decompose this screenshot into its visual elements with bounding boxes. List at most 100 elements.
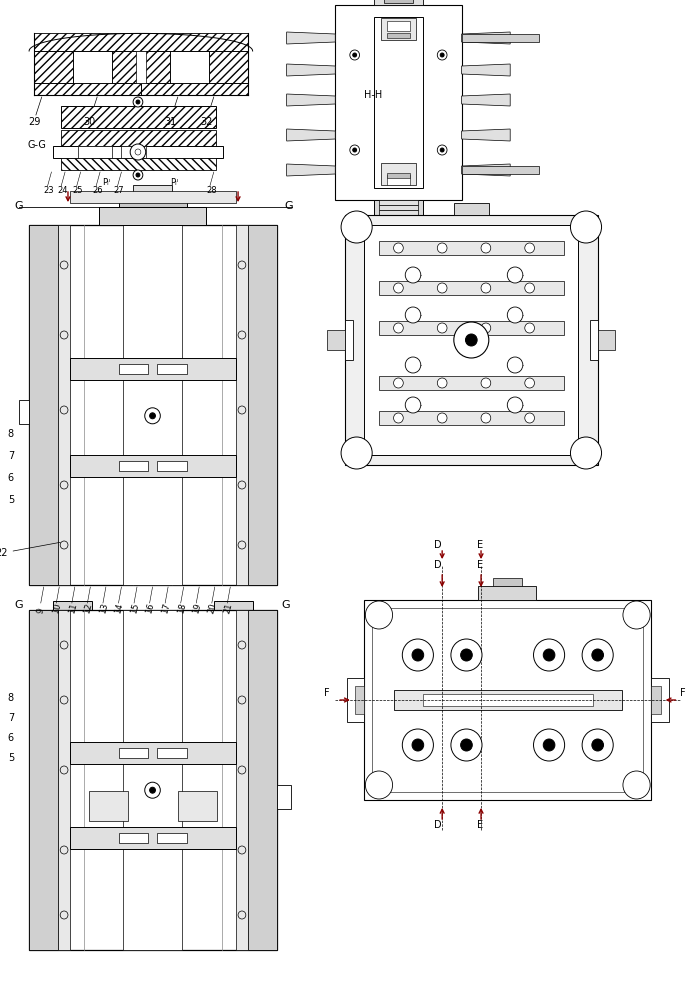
Bar (29, 610, 277, 950)
Polygon shape (286, 32, 335, 44)
Polygon shape (286, 164, 335, 176)
Circle shape (350, 145, 359, 155)
Circle shape (136, 100, 140, 104)
Circle shape (405, 307, 421, 323)
Bar (248, 225, 277, 585)
Bar (112, 51, 170, 83)
Text: 28: 28 (206, 186, 217, 195)
Text: 8: 8 (8, 693, 14, 703)
Text: 10: 10 (52, 603, 63, 615)
Bar (29, 225, 277, 585)
Bar (119, 748, 148, 758)
Circle shape (393, 243, 403, 253)
Text: F: F (324, 688, 329, 698)
Text: 16: 16 (145, 602, 156, 615)
Circle shape (437, 413, 447, 423)
Text: Pₗᴵ: Pₗᴵ (102, 178, 110, 187)
Circle shape (592, 649, 604, 661)
Circle shape (571, 437, 602, 469)
Bar (379, 411, 564, 425)
Circle shape (466, 334, 477, 346)
Circle shape (393, 283, 403, 293)
Circle shape (571, 211, 602, 243)
Circle shape (525, 243, 535, 253)
Bar (34, 83, 248, 95)
Bar (381, 163, 416, 185)
Bar (598, 330, 615, 350)
Bar (121, 146, 146, 158)
Bar (248, 610, 277, 950)
Circle shape (533, 729, 564, 761)
Bar (335, 5, 462, 200)
Bar (57, 621, 88, 633)
Text: 18: 18 (176, 602, 187, 615)
Circle shape (451, 639, 482, 671)
Bar (393, 690, 622, 710)
Bar (379, 281, 564, 295)
Circle shape (135, 149, 141, 155)
Circle shape (437, 243, 447, 253)
Bar (99, 207, 206, 225)
Text: 19: 19 (191, 603, 203, 615)
Bar (236, 610, 248, 950)
Circle shape (525, 378, 535, 388)
Circle shape (133, 170, 143, 180)
Text: 11: 11 (67, 603, 79, 615)
Bar (277, 785, 290, 809)
Bar (70, 742, 236, 764)
Bar (372, 608, 643, 792)
Bar (170, 51, 209, 83)
Bar (423, 694, 593, 706)
Bar (70, 827, 236, 849)
Circle shape (145, 408, 160, 424)
Text: 7: 7 (8, 713, 14, 723)
Circle shape (145, 782, 160, 798)
Circle shape (481, 413, 491, 423)
Circle shape (481, 283, 491, 293)
Bar (119, 195, 186, 207)
Bar (384, 0, 413, 3)
Bar (387, 173, 410, 178)
Circle shape (393, 378, 403, 388)
Text: H-H: H-H (364, 90, 383, 100)
Circle shape (437, 378, 447, 388)
Bar (236, 225, 248, 585)
Circle shape (402, 729, 433, 761)
Circle shape (507, 267, 523, 283)
Text: 15: 15 (129, 603, 141, 615)
Bar (58, 225, 70, 585)
Text: 12: 12 (83, 603, 94, 615)
Text: 22: 22 (0, 542, 61, 558)
Bar (70, 455, 236, 477)
Bar (374, 200, 423, 215)
Bar (454, 203, 489, 215)
Circle shape (525, 413, 535, 423)
Bar (124, 225, 181, 585)
Text: E: E (477, 560, 483, 570)
Circle shape (412, 739, 424, 751)
Text: 20: 20 (207, 603, 218, 615)
Circle shape (341, 437, 372, 469)
Bar (462, 34, 540, 42)
Bar (61, 106, 216, 128)
Polygon shape (462, 64, 510, 76)
Bar (379, 200, 418, 205)
Bar (157, 461, 186, 471)
Bar (374, 0, 423, 5)
Circle shape (150, 787, 155, 793)
Bar (19, 400, 29, 424)
Text: 6: 6 (8, 733, 14, 743)
Bar (157, 364, 186, 374)
Circle shape (623, 601, 650, 629)
Text: 13: 13 (98, 602, 110, 615)
Bar (379, 205, 418, 210)
Circle shape (543, 739, 555, 751)
Circle shape (623, 771, 650, 799)
Bar (70, 358, 236, 380)
Text: 14: 14 (114, 603, 125, 615)
Circle shape (525, 323, 535, 333)
Circle shape (451, 729, 482, 761)
Text: 21: 21 (222, 603, 234, 615)
Bar (53, 601, 92, 623)
Circle shape (533, 639, 564, 671)
